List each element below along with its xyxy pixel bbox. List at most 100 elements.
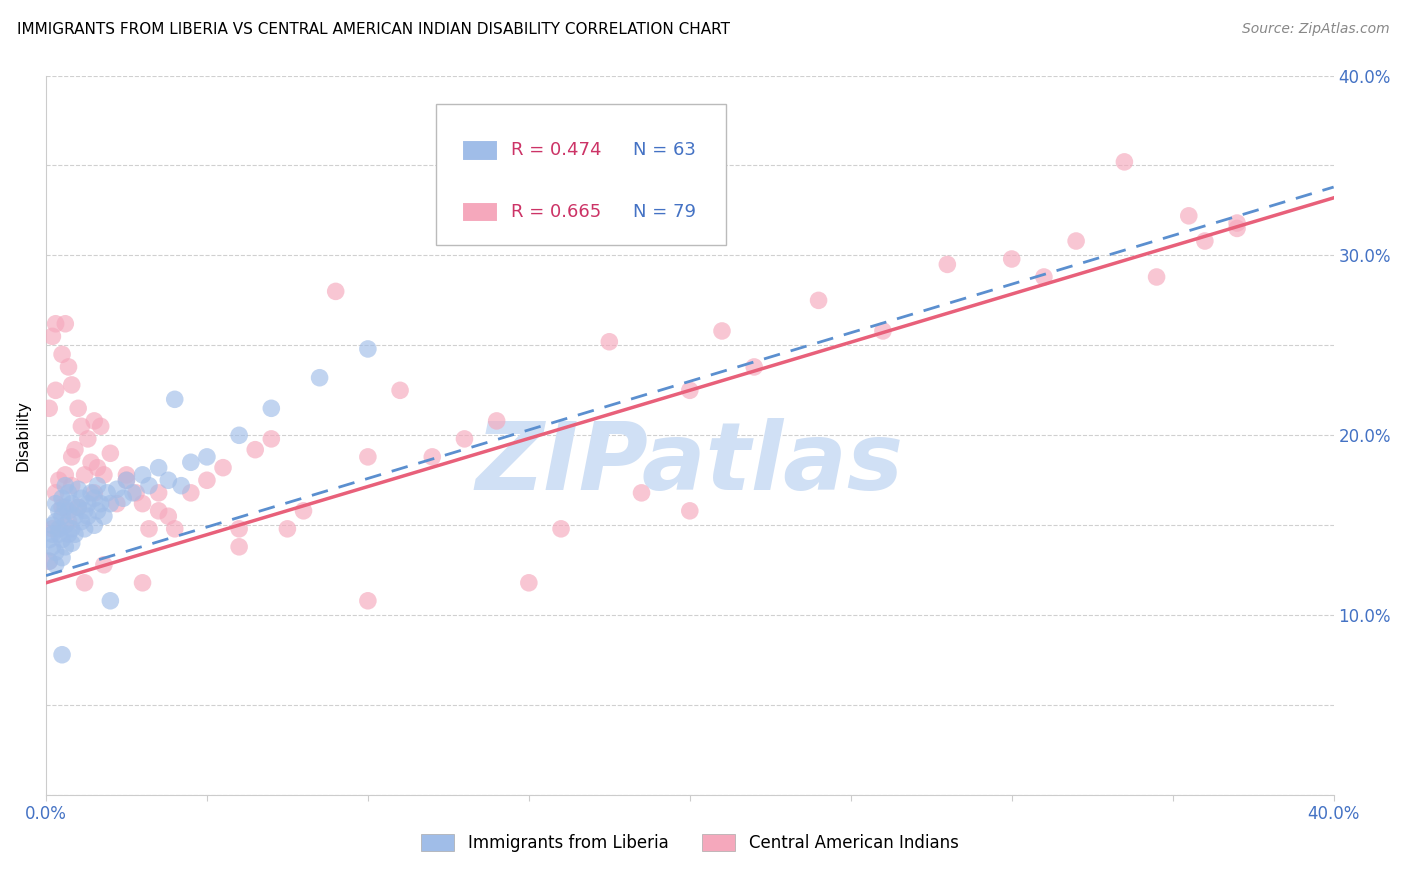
Point xyxy=(98,594,121,608)
Point xyxy=(60,522,83,536)
Point xyxy=(308,370,330,384)
Point xyxy=(53,478,76,492)
Point xyxy=(357,450,380,464)
Point xyxy=(48,473,70,487)
Point xyxy=(63,509,86,524)
Point xyxy=(195,450,218,464)
Point xyxy=(679,384,702,398)
Point xyxy=(742,359,765,374)
Point xyxy=(83,491,105,506)
Point xyxy=(73,522,96,536)
Point xyxy=(38,533,60,547)
Point xyxy=(63,527,86,541)
Point xyxy=(53,317,76,331)
Point xyxy=(90,419,112,434)
Point xyxy=(76,509,98,524)
Text: IMMIGRANTS FROM LIBERIA VS CENTRAL AMERICAN INDIAN DISABILITY CORRELATION CHART: IMMIGRANTS FROM LIBERIA VS CENTRAL AMERI… xyxy=(17,22,730,37)
Point xyxy=(550,522,572,536)
Point xyxy=(70,491,93,506)
FancyBboxPatch shape xyxy=(463,140,498,161)
Point xyxy=(41,522,63,536)
Point xyxy=(420,450,443,464)
Point xyxy=(41,329,63,343)
Point xyxy=(63,442,86,457)
Point xyxy=(122,486,145,500)
FancyBboxPatch shape xyxy=(436,104,725,244)
Point xyxy=(163,392,186,407)
Point xyxy=(115,473,138,487)
Point xyxy=(53,540,76,554)
Point xyxy=(73,467,96,482)
Point xyxy=(292,504,315,518)
Point xyxy=(58,486,80,500)
Text: ZIPatlas: ZIPatlas xyxy=(475,418,904,510)
Point xyxy=(48,527,70,541)
Point xyxy=(76,497,98,511)
FancyBboxPatch shape xyxy=(463,202,498,222)
Point xyxy=(157,473,180,487)
Point xyxy=(138,522,160,536)
Point xyxy=(38,554,60,568)
Point xyxy=(125,486,148,500)
Text: R = 0.474: R = 0.474 xyxy=(510,142,602,160)
Point xyxy=(45,545,67,559)
Point xyxy=(148,486,170,500)
Point xyxy=(260,401,283,416)
Point xyxy=(48,522,70,536)
Point xyxy=(38,401,60,416)
Point xyxy=(70,419,93,434)
Point xyxy=(195,473,218,487)
Point xyxy=(67,482,90,496)
Point xyxy=(93,467,115,482)
Point xyxy=(1114,154,1136,169)
Point xyxy=(41,518,63,533)
Point xyxy=(45,497,67,511)
Point xyxy=(115,473,138,487)
Point xyxy=(1226,221,1249,235)
Point xyxy=(51,500,73,515)
Point xyxy=(115,467,138,482)
Point xyxy=(86,504,108,518)
Point xyxy=(76,432,98,446)
Point xyxy=(58,527,80,541)
Point xyxy=(163,522,186,536)
Point xyxy=(60,450,83,464)
Point xyxy=(51,533,73,547)
Point xyxy=(1194,234,1216,248)
Point xyxy=(51,550,73,565)
Point xyxy=(53,500,76,515)
Point xyxy=(93,558,115,572)
Point xyxy=(131,467,153,482)
Point xyxy=(45,558,67,572)
Point xyxy=(58,504,80,518)
Point xyxy=(45,384,67,398)
Point xyxy=(485,414,508,428)
Point xyxy=(872,324,894,338)
Point xyxy=(325,285,347,299)
Point xyxy=(73,504,96,518)
Text: R = 0.665: R = 0.665 xyxy=(510,202,602,220)
Point xyxy=(1178,209,1201,223)
Point xyxy=(228,522,250,536)
Point xyxy=(170,478,193,492)
Point xyxy=(48,504,70,518)
Point xyxy=(807,293,830,308)
Point xyxy=(357,594,380,608)
Point xyxy=(1032,270,1054,285)
Point xyxy=(711,324,734,338)
Point xyxy=(53,518,76,533)
Point xyxy=(131,497,153,511)
Point xyxy=(630,486,652,500)
Point xyxy=(67,401,90,416)
Point xyxy=(83,486,105,500)
Point xyxy=(51,509,73,524)
Point xyxy=(679,504,702,518)
Point xyxy=(260,432,283,446)
Point xyxy=(58,515,80,529)
Point xyxy=(936,257,959,271)
Point xyxy=(67,500,90,515)
Point xyxy=(70,515,93,529)
Point xyxy=(138,478,160,492)
Point xyxy=(51,491,73,506)
Point xyxy=(80,486,103,500)
